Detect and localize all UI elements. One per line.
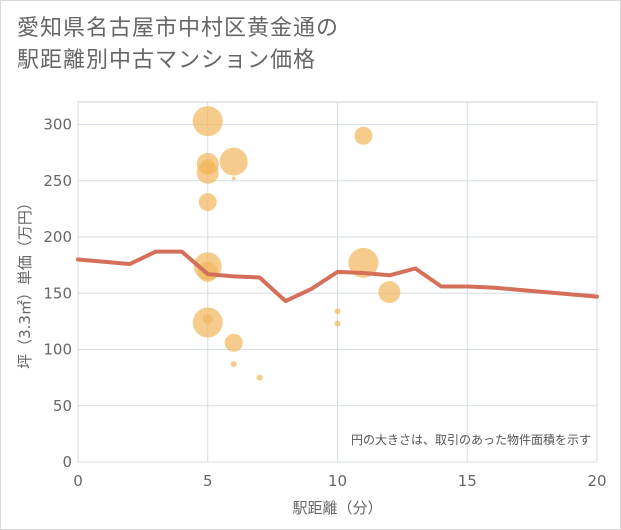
x-tick-label: 20: [587, 472, 606, 490]
data-point: [231, 176, 236, 181]
y-tick-label: 150: [43, 284, 72, 302]
x-tick-label: 10: [328, 472, 347, 490]
y-tick-label: 0: [62, 453, 72, 471]
data-point: [256, 374, 263, 381]
data-point: [378, 281, 401, 304]
data-point: [354, 126, 373, 145]
x-tick-label: 5: [203, 472, 213, 490]
data-point: [230, 361, 237, 368]
data-point: [196, 161, 219, 184]
chart-title-line-2: 駅距離別中古マンション価格: [17, 48, 317, 73]
y-tick-label: 200: [43, 228, 72, 246]
data-point: [348, 247, 379, 278]
y-tick-label: 250: [43, 172, 72, 190]
chart-title: 愛知県名古屋市中村区黄金通の 駅距離別中古マンション価格: [17, 13, 339, 77]
x-tick-label: 0: [73, 472, 83, 490]
data-point: [334, 320, 341, 327]
x-tick-label: 15: [458, 472, 477, 490]
data-point: [334, 308, 341, 315]
y-tick-label: 100: [43, 341, 72, 359]
data-point: [224, 333, 243, 352]
y-axis-label: 坪（3.3㎡）単価（万円）: [16, 195, 34, 369]
y-tick-label: 50: [53, 397, 72, 415]
y-tick-label: 300: [43, 116, 72, 134]
chart-title-line-1: 愛知県名古屋市中村区黄金通の: [17, 16, 340, 41]
data-point: [202, 314, 213, 325]
x-axis-label: 駅距離（分）: [292, 499, 382, 517]
bubble-size-note: 円の大きさは、取引のあった物件面積を示す: [351, 432, 591, 447]
data-point: [219, 147, 248, 176]
trend-line: [76, 249, 599, 304]
data-point: [198, 193, 217, 212]
data-point: [192, 106, 223, 137]
